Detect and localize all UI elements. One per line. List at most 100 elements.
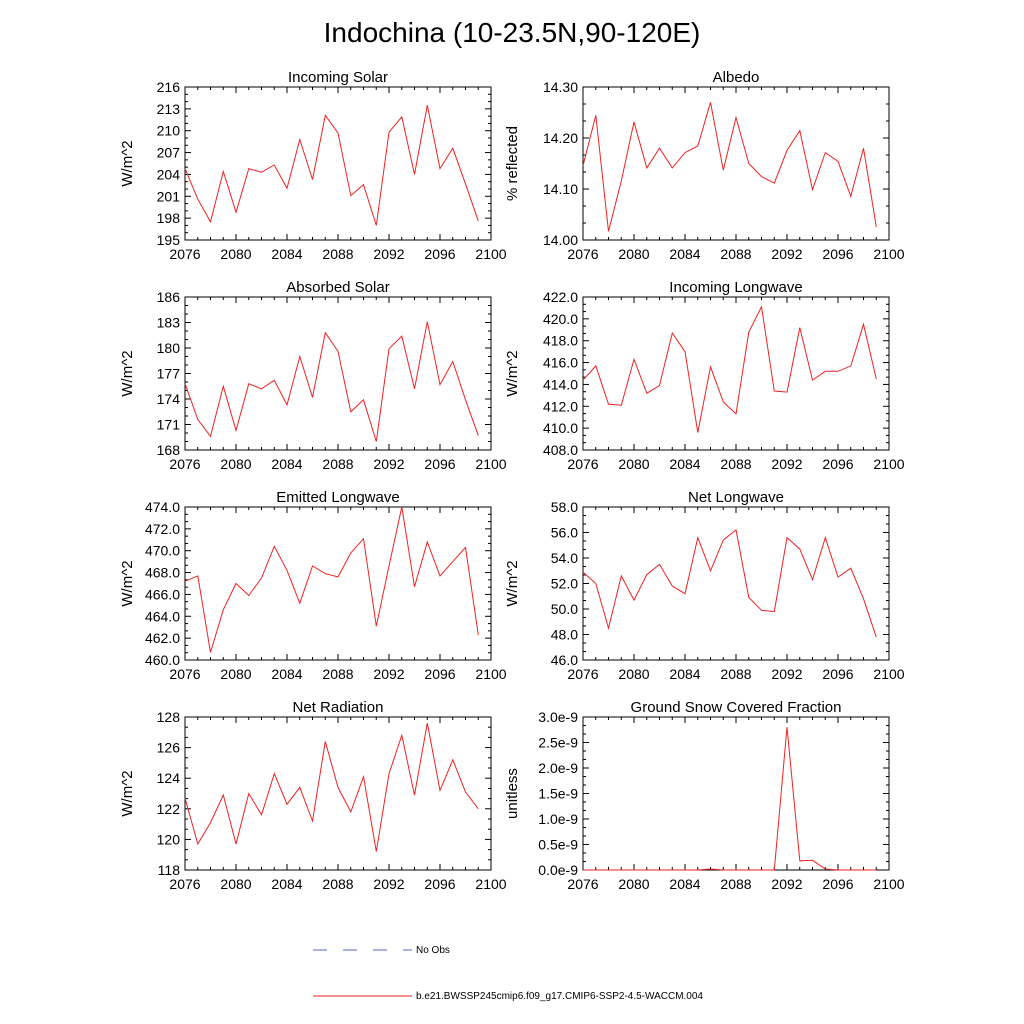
absorbed-solar-xtick-label: 2092 [373,456,404,472]
albedo-ytick-label: 14.30 [543,79,578,95]
incoming-longwave-xtick-label: 2076 [567,456,598,472]
net-longwave-ytick-label: 58.0 [551,499,578,515]
absorbed-solar-ytick-label: 177 [157,366,181,382]
incoming-longwave-xtick-label: 2080 [618,456,649,472]
ground-snow-covered-fraction-title: Ground Snow Covered Fraction [631,699,842,716]
emitted-longwave-xtick-label: 2084 [271,666,302,682]
net-radiation-ytick-label: 124 [157,770,181,786]
legend: No Obs b.e21.BWSSP245cmip6.f09_g17.CMIP6… [313,945,703,1002]
panel-net-longwave: 2076 2080 2084 2088 2092 2096 2100 46.0 48.0 50.0… [504,489,905,682]
net-longwave-ytick-label: 52.0 [551,576,578,592]
albedo-title: Albedo [713,69,760,86]
ground-snow-covered-fraction-ytick-label: 3.0e-9 [538,709,578,725]
net-longwave-title: Net Longwave [688,489,784,506]
emitted-longwave-ytick-label: 460.0 [145,652,180,668]
absorbed-solar-series-line-0 [184,321,479,442]
panel-albedo: 2076 2080 2084 2088 2092 2096 2100 14.00 14.10 14… [504,69,905,262]
emitted-longwave-xtick-label: 2088 [322,666,353,682]
net-longwave-xtick-label: 2092 [771,666,802,682]
incoming-solar-xtick-label: 2096 [424,246,455,262]
panel-absorbed-solar: 2076 2080 2084 2088 2092 2096 2100 168 171 174 177… [119,279,507,472]
incoming-solar-plot-frame [184,86,492,241]
net-longwave-ytick-label: 46.0 [551,652,578,668]
incoming-solar-title: Incoming Solar [288,69,388,86]
albedo-xtick-label: 2092 [771,246,802,262]
emitted-longwave-ytick-label: 468.0 [145,565,180,581]
emitted-longwave-xtick-label: 2080 [220,666,251,682]
net-longwave-xtick-label: 2096 [822,666,853,682]
net-longwave-xtick-label: 2080 [618,666,649,682]
absorbed-solar-xtick-label: 2100 [475,456,506,472]
incoming-longwave-ytick-label: 410.0 [543,420,578,436]
absorbed-solar-ylabel: W/m^2 [119,350,136,396]
absorbed-solar-xtick-label: 2096 [424,456,455,472]
albedo-xtick-label: 2076 [567,246,598,262]
figure-title: Indochina (10-23.5N,90-120E) [324,17,701,48]
net-longwave-xtick-label: 2100 [873,666,904,682]
incoming-solar-ylabel: W/m^2 [119,140,136,186]
panels: 2076 2080 2084 2088 2092 2096 2100 195 198 201 204… [119,69,905,892]
ground-snow-covered-fraction-xtick-label: 2096 [822,876,853,892]
incoming-longwave-ytick-label: 408.0 [543,442,578,458]
emitted-longwave-ytick-label: 466.0 [145,586,180,602]
albedo-ytick-label: 14.10 [543,181,578,197]
emitted-longwave-ytick-label: 472.0 [145,521,180,537]
net-longwave-xtick-label: 2084 [669,666,700,682]
incoming-longwave-ytick-label: 412.0 [543,398,578,414]
net-longwave-ytick-label: 54.0 [551,550,578,566]
incoming-longwave-xtick-label: 2096 [822,456,853,472]
absorbed-solar-ytick-label: 174 [157,391,181,407]
absorbed-solar-xtick-label: 2080 [220,456,251,472]
incoming-solar-xtick-label: 2084 [271,246,302,262]
panel-emitted-longwave: 2076 2080 2084 2088 2092 2096 2100 460.0 462.0 46… [119,489,507,682]
incoming-solar-ytick-label: 213 [157,101,181,117]
panel-incoming-solar: 2076 2080 2084 2088 2092 2096 2100 195 198 201 204… [119,69,507,262]
emitted-longwave-ytick-label: 474.0 [145,499,180,515]
emitted-longwave-ytick-label: 462.0 [145,630,180,646]
net-longwave-ytick-label: 48.0 [551,627,578,643]
ground-snow-covered-fraction-xtick-label: 2080 [618,876,649,892]
net-radiation-ytick-label: 126 [157,740,181,756]
incoming-longwave-ytick-label: 414.0 [543,376,578,392]
incoming-longwave-ytick-label: 416.0 [543,355,578,371]
ground-snow-covered-fraction-xtick-label: 2076 [567,876,598,892]
incoming-longwave-ytick-label: 418.0 [543,333,578,349]
emitted-longwave-xtick-label: 2096 [424,666,455,682]
ground-snow-covered-fraction-series-line-0 [583,727,877,871]
incoming-solar-ytick-label: 207 [157,145,181,161]
emitted-longwave-xtick-label: 2092 [373,666,404,682]
ground-snow-covered-fraction-xtick-label: 2088 [720,876,751,892]
emitted-longwave-plot-frame [184,506,492,661]
ground-snow-covered-fraction-ytick-label: 0.0e-9 [538,862,578,878]
emitted-longwave-xtick-label: 2076 [169,666,200,682]
absorbed-solar-xtick-label: 2084 [271,456,302,472]
emitted-longwave-xtick-label: 2100 [475,666,506,682]
ground-snow-covered-fraction-ytick-label: 1.0e-9 [538,811,578,827]
net-radiation-xtick-label: 2080 [220,876,251,892]
net-radiation-xtick-label: 2092 [373,876,404,892]
absorbed-solar-title: Absorbed Solar [286,279,389,296]
incoming-solar-ytick-label: 210 [157,123,181,139]
net-radiation-xtick-label: 2076 [169,876,200,892]
incoming-solar-xtick-label: 2088 [322,246,353,262]
incoming-longwave-ytick-label: 420.0 [543,311,578,327]
incoming-longwave-plot-frame [582,296,890,451]
albedo-ylabel: % reflected [504,126,521,201]
net-radiation-ytick-label: 118 [158,862,181,878]
albedo-plot-frame [582,86,890,241]
incoming-solar-ytick-label: 198 [157,210,181,226]
panel-ground-snow-covered-fraction: 2076 2080 2084 2088 2092 2096 2100 0.0e-9 0.5e-9… [504,699,905,892]
incoming-solar-xtick-label: 2076 [169,246,200,262]
net-longwave-series-line-0 [582,528,877,638]
net-radiation-ytick-label: 120 [157,831,181,847]
incoming-longwave-xtick-label: 2088 [720,456,751,472]
absorbed-solar-xtick-label: 2076 [169,456,200,472]
emitted-longwave-ytick-label: 470.0 [145,543,180,559]
absorbed-solar-xtick-label: 2088 [322,456,353,472]
absorbed-solar-ytick-label: 186 [157,289,181,305]
albedo-xtick-label: 2084 [669,246,700,262]
albedo-xtick-label: 2100 [873,246,904,262]
albedo-ytick-label: 14.00 [543,232,578,248]
net-radiation-xtick-label: 2100 [475,876,506,892]
